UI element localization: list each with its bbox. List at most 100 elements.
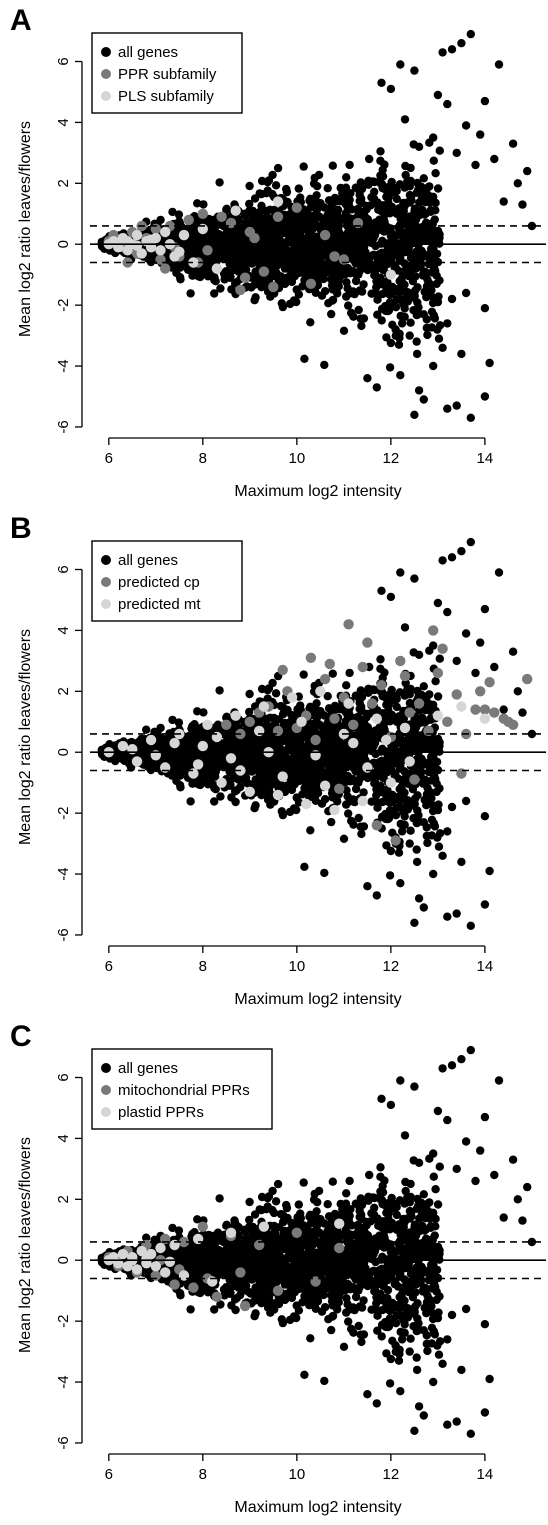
- gene-point: [174, 718, 184, 727]
- gene-point: [156, 215, 165, 225]
- gene-point: [254, 787, 263, 796]
- gene-point: [300, 354, 309, 363]
- gene-point: [294, 184, 303, 193]
- gene-point: [357, 321, 366, 331]
- gene-point: [362, 252, 372, 261]
- data-point: [400, 115, 410, 124]
- data-point: [523, 166, 532, 176]
- gene-point: [227, 285, 236, 294]
- gene-point: [263, 186, 272, 195]
- gene-point: [268, 780, 277, 789]
- gene-point: [419, 269, 428, 279]
- gene-point: [423, 330, 432, 340]
- gene-point: [168, 715, 177, 725]
- gene-point: [306, 826, 315, 835]
- gene-point: [419, 174, 428, 183]
- gene-point: [415, 198, 424, 207]
- gene-point: [250, 296, 259, 305]
- gene-point: [343, 284, 352, 293]
- gene-point: [387, 177, 396, 187]
- data-point: [197, 208, 208, 219]
- gene-point: [344, 809, 353, 818]
- data-point: [447, 45, 457, 54]
- gene-point: [412, 818, 421, 828]
- gene-point: [175, 273, 185, 282]
- gene-point: [327, 817, 336, 827]
- gene-point: [414, 241, 423, 250]
- gene-point: [222, 204, 231, 213]
- data-point: [136, 248, 147, 259]
- x-tick-label: 10: [289, 450, 306, 467]
- gene-point: [435, 146, 444, 155]
- gene-point: [238, 261, 247, 270]
- gene-point: [378, 236, 387, 245]
- gene-point: [380, 160, 389, 169]
- gene-point: [347, 233, 356, 242]
- gene-point: [362, 743, 372, 752]
- gene-point: [433, 692, 443, 701]
- gene-point: [300, 862, 309, 871]
- gene-point: [210, 289, 219, 298]
- gene-point: [398, 237, 407, 246]
- gene-point: [255, 216, 265, 225]
- axes: [75, 60, 486, 445]
- legend-label: all genes: [118, 44, 178, 61]
- gene-point: [142, 725, 151, 734]
- gene-point: [351, 784, 361, 794]
- gene-point: [294, 249, 303, 258]
- gene-point: [399, 198, 408, 208]
- gene-point: [392, 702, 401, 712]
- gene-point: [186, 236, 195, 245]
- data-point: [466, 29, 475, 39]
- gene-point: [382, 841, 391, 850]
- gene-point: [297, 214, 307, 224]
- gene-point: [364, 176, 373, 185]
- gene-point: [416, 254, 425, 264]
- gene-point: [370, 187, 379, 196]
- gene-point: [254, 279, 263, 288]
- gene-point: [309, 179, 319, 188]
- gene-point: [394, 848, 404, 857]
- gene-point: [294, 757, 303, 766]
- data-point: [443, 319, 452, 328]
- gene-point: [382, 333, 391, 342]
- gene-point: [328, 296, 337, 305]
- gene-point: [411, 272, 420, 281]
- gene-point: [364, 726, 374, 735]
- gene-point: [406, 253, 416, 263]
- gene-point: [360, 261, 369, 271]
- gene-point: [193, 199, 202, 208]
- gene-point: [226, 272, 235, 281]
- data-point: [405, 331, 414, 340]
- data-point: [272, 196, 284, 207]
- gene-point: [412, 337, 421, 346]
- data-point: [508, 139, 518, 148]
- gene-point: [271, 689, 281, 698]
- gene-point: [339, 326, 349, 335]
- gene-point: [413, 298, 422, 307]
- gene-point: [216, 284, 225, 293]
- gene-point: [349, 312, 358, 321]
- gene-point: [247, 283, 256, 292]
- gene-point: [357, 829, 366, 839]
- gene-point: [431, 169, 440, 178]
- gene-point: [387, 685, 396, 695]
- gene-point: [379, 280, 388, 289]
- data-point: [183, 214, 194, 226]
- gene-point: [222, 712, 231, 721]
- data-point: [476, 130, 485, 139]
- data-point: [385, 269, 397, 280]
- data-point: [429, 133, 438, 142]
- gene-point: [261, 280, 270, 289]
- gene-point: [357, 184, 367, 194]
- gene-point: [431, 677, 440, 686]
- gene-point: [335, 242, 344, 251]
- gene-point: [412, 261, 422, 270]
- data-point: [452, 401, 461, 410]
- gene-point: [365, 154, 374, 164]
- gene-point: [413, 806, 422, 815]
- gene-point: [378, 744, 387, 753]
- gene-point: [397, 277, 406, 286]
- data-point: [499, 197, 508, 206]
- gene-point: [282, 238, 292, 248]
